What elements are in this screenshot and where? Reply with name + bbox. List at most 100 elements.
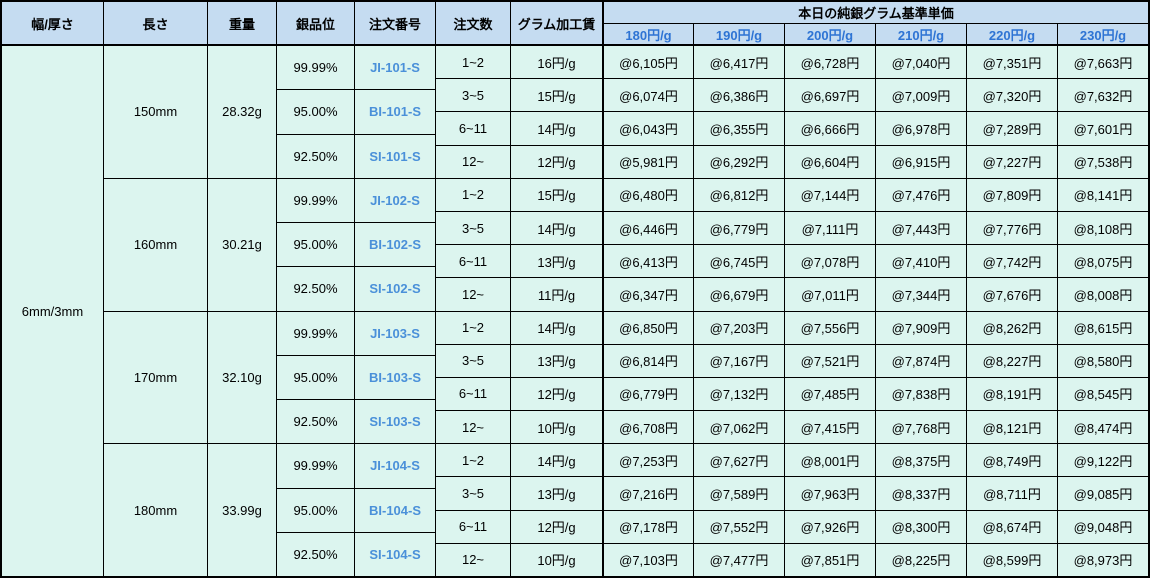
price-cell: @8,141円 [1058,178,1148,211]
price-cell: @6,679円 [694,278,784,311]
price-cell: @7,663円 [1058,46,1148,79]
purity-cell: 92.50% [277,134,354,178]
length-cell: 170mm [104,311,207,444]
price-cell: @7,838円 [876,377,966,411]
length-cell: 180mm [104,444,207,576]
quantity-cell: 12~ [436,411,510,444]
order-number-link[interactable]: JI-102-S [355,178,435,222]
order-number-link[interactable]: BI-103-S [355,355,435,399]
quantity-cell: 3~5 [436,211,510,245]
price-cell: @6,708円 [603,411,693,444]
price-cell: @6,480円 [603,178,693,211]
fee-cell: 14円/g [511,444,602,477]
fee-cell: 13円/g [511,245,602,278]
price-cell: @8,108円 [1058,211,1148,245]
price-cell: @8,262円 [967,311,1057,344]
price-cell: @6,978円 [876,112,966,145]
price-cell: @7,111円 [785,211,875,245]
price-cell: @6,779円 [694,211,784,245]
price-cell: @7,538円 [1058,145,1148,178]
order-number-link[interactable]: SI-101-S [355,134,435,178]
order-number-link[interactable]: SI-103-S [355,400,435,444]
price-cell: @8,337円 [876,477,966,510]
price-cell: @6,604円 [785,145,875,178]
col-header-rate-180: 180円/g [603,24,693,45]
fee-cell: 10円/g [511,543,602,576]
price-cell: @6,355円 [694,112,784,145]
order-number-link[interactable]: SI-102-S [355,267,435,311]
price-cell: @7,963円 [785,477,875,510]
quantity-cell: 1~2 [436,311,510,344]
price-cell: @7,601円 [1058,112,1148,145]
price-cell: @8,580円 [1058,344,1148,377]
price-cell: @6,812円 [694,178,784,211]
fee-cell: 15円/g [511,79,602,112]
col-header-rate-190: 190円/g [694,24,784,45]
price-cell: @8,375円 [876,444,966,477]
price-cell: @7,485円 [785,377,875,411]
col-header-gram-fee: グラム加工賃 [511,2,602,45]
price-cell: @7,676円 [967,278,1057,311]
price-cell: @6,347円 [603,278,693,311]
price-cell: @8,749円 [967,444,1057,477]
fee-cell: 14円/g [511,311,602,344]
price-cell: @9,085円 [1058,477,1148,510]
purity-cell: 99.99% [277,311,354,355]
order-number-link[interactable]: BI-102-S [355,223,435,267]
price-cell: @8,615円 [1058,311,1148,344]
price-cell: @6,105円 [603,46,693,79]
price-cell: @8,474円 [1058,411,1148,444]
purity-cell: 99.99% [277,178,354,222]
price-cell: @6,417円 [694,46,784,79]
price-cell: @8,973円 [1058,543,1148,576]
quantity-cell: 3~5 [436,477,510,510]
price-cell: @5,981円 [603,145,693,178]
fee-cell: 13円/g [511,477,602,510]
fee-cell: 14円/g [511,112,602,145]
purity-cell: 95.00% [277,488,354,532]
order-number-link[interactable]: JI-103-S [355,311,435,355]
price-cell: @7,556円 [785,311,875,344]
price-cell: @7,415円 [785,411,875,444]
order-number-link[interactable]: BI-104-S [355,488,435,532]
price-cell: @6,850円 [603,311,693,344]
price-cell: @6,814円 [603,344,693,377]
length-cell: 150mm [104,46,207,178]
price-cell: @8,227円 [967,344,1057,377]
price-cell: @6,386円 [694,79,784,112]
price-cell: @7,627円 [694,444,784,477]
fee-cell: 11円/g [511,278,602,311]
price-cell: @7,216円 [603,477,693,510]
col-header-width-thickness: 幅/厚さ [2,2,103,45]
price-cell: @7,552円 [694,510,784,543]
price-cell: @7,178円 [603,510,693,543]
weight-cell: 30.21g [208,178,276,311]
order-number-link[interactable]: BI-101-S [355,90,435,134]
quantity-cell: 12~ [436,145,510,178]
price-cell: @7,926円 [785,510,875,543]
price-cell: @7,521円 [785,344,875,377]
order-number-link[interactable]: JI-101-S [355,46,435,90]
fee-cell: 12円/g [511,510,602,543]
purity-cell: 99.99% [277,444,354,488]
price-cell: @7,874円 [876,344,966,377]
order-number-link[interactable]: JI-104-S [355,444,435,488]
price-cell: @6,915円 [876,145,966,178]
fee-cell: 13円/g [511,344,602,377]
order-number-link[interactable]: SI-104-S [355,532,435,576]
quantity-cell: 6~11 [436,112,510,145]
col-header-rate-200: 200円/g [785,24,875,45]
col-header-order-number: 注文番号 [355,2,435,45]
price-cell: @6,413円 [603,245,693,278]
width-thickness-cell: 6mm/3mm [2,46,103,576]
col-header-length: 長さ [104,2,207,45]
quantity-cell: 6~11 [436,245,510,278]
price-cell: @7,144円 [785,178,875,211]
price-cell: @8,300円 [876,510,966,543]
price-cell: @7,351円 [967,46,1057,79]
weight-cell: 32.10g [208,311,276,444]
price-cell: @7,809円 [967,178,1057,211]
fee-cell: 15円/g [511,178,602,211]
quantity-cell: 1~2 [436,444,510,477]
price-cell: @7,132円 [694,377,784,411]
